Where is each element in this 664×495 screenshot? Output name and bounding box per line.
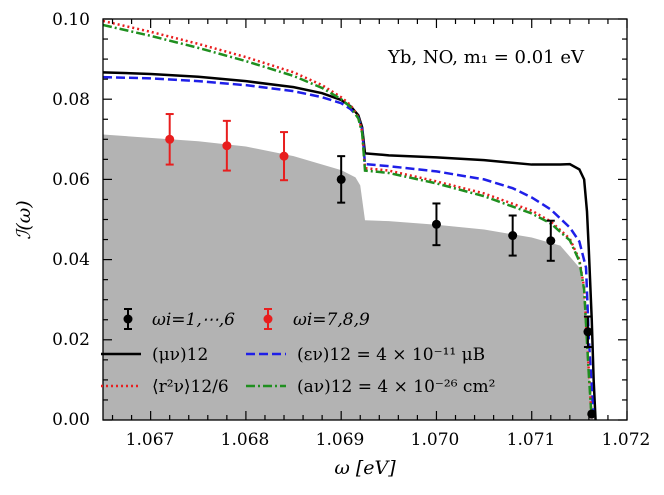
x-tick-label: 1.068 xyxy=(221,430,270,450)
data-point-1-2 xyxy=(279,131,289,182)
shaded-region xyxy=(103,134,594,420)
x-tick-label: 1.067 xyxy=(126,430,175,450)
ticks-layer xyxy=(103,18,628,421)
legend-label-anapole: (aν)12 = 4 × 10⁻²⁶ cm² xyxy=(297,377,495,397)
legend-marker-black-points xyxy=(123,308,133,330)
points-layer xyxy=(165,113,597,419)
data-point-1-1 xyxy=(222,119,232,172)
series-line-3 xyxy=(103,23,593,420)
legend: ωi=1,⋯,6 ωi=7,8,9 (μν)12 (εν)12 = 4 × 10… xyxy=(101,308,495,397)
data-point-0-5 xyxy=(587,409,597,419)
chart-annotation: Yb, NO, m₁ = 0.01 eV xyxy=(387,47,585,68)
y-tick-label: 0.06 xyxy=(52,170,90,190)
x-tick-label: 1.071 xyxy=(507,430,556,450)
series-layer xyxy=(103,19,597,420)
x-axis-title: ω [eV] xyxy=(334,457,396,479)
y-tick-label: 0.02 xyxy=(52,330,90,350)
series-line-1 xyxy=(103,75,595,420)
legend-label-points-black: ωi=1,⋯,6 xyxy=(152,310,235,330)
x-tick-labels: 1.067 1.068 1.069 1.070 1.071 1.072 xyxy=(126,430,651,450)
x-tick-label: 1.069 xyxy=(316,430,365,450)
y-tick-label: 0.10 xyxy=(52,10,90,30)
legend-marker-red-points xyxy=(263,308,273,330)
legend-label-epsilon: (εν)12 = 4 × 10⁻¹¹ μB xyxy=(297,345,485,365)
data-point-0-3 xyxy=(546,219,556,262)
y-tick-label: 0.00 xyxy=(52,410,90,430)
y-tick-label: 0.04 xyxy=(52,250,90,270)
data-point-0-1 xyxy=(431,202,441,247)
data-point-1-0 xyxy=(165,113,175,166)
x-tick-label: 1.072 xyxy=(602,430,651,450)
y-tick-labels: 0.00 0.02 0.04 0.06 0.08 0.10 xyxy=(52,10,90,430)
legend-label-points-red: ωi=7,8,9 xyxy=(293,310,370,330)
y-axis-title: ℐ(ω) xyxy=(13,200,35,239)
y-tick-label: 0.08 xyxy=(52,90,90,110)
data-point-0-0 xyxy=(336,155,346,204)
data-point-0-2 xyxy=(508,214,518,257)
shaded-region-group xyxy=(103,134,594,420)
legend-label-mu: (μν)12 xyxy=(152,345,208,365)
x-tick-label: 1.070 xyxy=(411,430,460,450)
series-line-0 xyxy=(103,71,597,420)
legend-label-r2: ⟨r²ν⟩12/6 xyxy=(152,377,229,397)
data-point-0-4 xyxy=(583,315,593,349)
